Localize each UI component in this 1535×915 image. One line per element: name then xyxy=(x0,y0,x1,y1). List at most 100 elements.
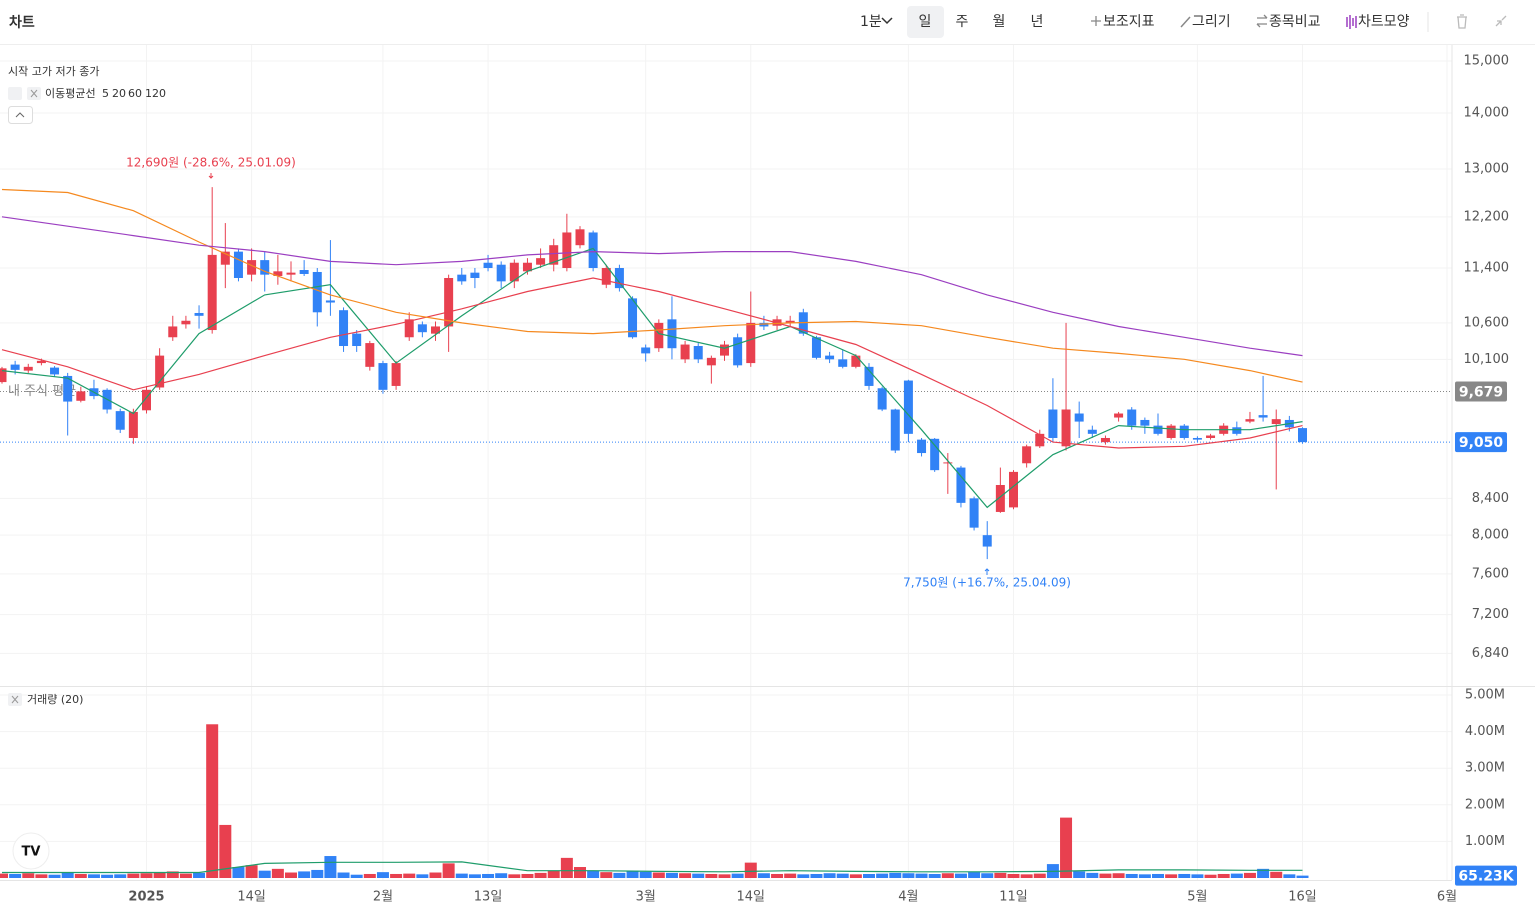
volume-bar xyxy=(679,873,692,878)
delete-icon[interactable] xyxy=(1457,14,1467,29)
y-tick-label: 13,000 xyxy=(1464,161,1510,176)
candle-body xyxy=(168,326,178,338)
volume-bar xyxy=(757,873,770,878)
dropdown-icon[interactable] xyxy=(881,17,893,25)
y-tick-label: 10,600 xyxy=(1464,315,1510,330)
candle-body xyxy=(956,467,966,503)
volume-bar xyxy=(1283,874,1296,878)
candle-body xyxy=(194,312,204,316)
x-tick-label: 14일 xyxy=(237,890,266,905)
interval-button[interactable]: 주 xyxy=(956,14,969,30)
volume-bar xyxy=(639,871,652,878)
candle-body xyxy=(1166,425,1176,438)
collapse-icon[interactable] xyxy=(1495,15,1507,27)
volume-bar xyxy=(889,872,902,878)
candle-body xyxy=(930,438,940,471)
moving-average xyxy=(1,247,1303,509)
candle-body xyxy=(654,322,664,349)
y-tick-label: 8,000 xyxy=(1472,528,1509,543)
interval-button[interactable]: 1분 xyxy=(860,14,882,30)
collapse-icon[interactable] xyxy=(15,112,25,118)
interval-button[interactable]: 년 xyxy=(1031,14,1044,30)
candle-body xyxy=(877,388,887,410)
legend-title: 시작 고가 저가 종가 xyxy=(8,65,99,78)
candle-body xyxy=(536,258,546,265)
volume-bar xyxy=(1086,872,1099,878)
volume-bar xyxy=(193,872,206,878)
volume-bar xyxy=(258,870,271,878)
candle-body xyxy=(233,251,243,278)
logo[interactable] xyxy=(12,832,50,870)
legend-entry: 5 xyxy=(102,87,109,100)
volume-bar xyxy=(232,867,245,878)
x-tick-label: 13일 xyxy=(474,890,503,905)
candle-body xyxy=(36,360,46,364)
volume-bar xyxy=(74,873,87,878)
volume-bar xyxy=(101,874,114,878)
interval-button[interactable]: 월 xyxy=(993,14,1006,30)
volume-bar xyxy=(455,873,468,878)
plot: 내 주식 평균 xyxy=(0,187,1452,878)
candle-body xyxy=(76,391,86,401)
volume-bar xyxy=(1099,873,1112,878)
current-volume-box xyxy=(1455,865,1517,886)
candle-body xyxy=(851,355,861,367)
visibility-button[interactable] xyxy=(8,87,22,100)
chart-style-icon[interactable] xyxy=(1346,15,1357,29)
volume-bar xyxy=(376,872,389,878)
volume-bar xyxy=(9,873,22,878)
candle-body xyxy=(431,326,440,334)
add-icon[interactable] xyxy=(1091,16,1101,26)
candle-body xyxy=(1127,409,1137,426)
collapse-legend[interactable] xyxy=(8,106,33,124)
volume-bar xyxy=(179,873,192,878)
candle-body xyxy=(943,462,953,464)
candle-body xyxy=(273,271,283,276)
tool-button[interactable]: 종목비교 xyxy=(1269,14,1321,30)
volume-bar xyxy=(48,874,61,878)
candle-body xyxy=(286,272,296,275)
volume-bar xyxy=(652,872,665,878)
candle-body xyxy=(1087,429,1097,434)
candle-body xyxy=(1100,437,1110,443)
selected-interval[interactable] xyxy=(907,6,944,38)
draw-icon[interactable] xyxy=(1180,16,1191,28)
candle-body xyxy=(509,262,519,282)
logo-mark[interactable]: TV xyxy=(22,845,41,860)
volume-bar xyxy=(1073,871,1086,878)
candle-body xyxy=(1035,433,1045,447)
candle-body xyxy=(339,310,349,347)
y-tick-label: 2.00M xyxy=(1465,797,1505,812)
candle-body xyxy=(759,322,769,327)
candle-body xyxy=(917,439,927,454)
toolbar xyxy=(0,0,1535,44)
volume-bar xyxy=(350,874,363,878)
tool-button[interactable]: 보조지표 xyxy=(1103,14,1155,30)
interval-button[interactable]: 일 xyxy=(919,14,932,30)
remove-icon[interactable] xyxy=(30,89,38,98)
candle-body xyxy=(588,232,598,269)
volume-bar xyxy=(1033,873,1046,878)
candle-body xyxy=(10,364,20,370)
tool-button[interactable]: 그리기 xyxy=(1192,14,1231,30)
candle-body xyxy=(23,366,33,371)
annotation-arrow xyxy=(984,568,990,575)
legend-entry: 60 xyxy=(128,87,142,100)
candle-body xyxy=(1074,413,1084,422)
axes: 2025 14일 2월 13일 3월 14일 4월 11일 5월 16일 6월 15,000 14,00… xyxy=(128,54,1517,905)
volume-bar xyxy=(482,873,495,878)
moving-average xyxy=(1,216,1303,357)
volume-bar xyxy=(1125,873,1138,878)
volume-bar xyxy=(337,872,350,878)
y-tick-label: 15,000 xyxy=(1464,54,1510,69)
volume-bar xyxy=(902,873,915,878)
tool-button[interactable]: 차트모양 xyxy=(1358,14,1410,30)
x-tick-label: 6월 xyxy=(1437,890,1457,905)
remove-icon[interactable] xyxy=(11,695,19,704)
volume-bar xyxy=(1243,872,1256,878)
compare-icon[interactable] xyxy=(1256,14,1268,28)
candle-body xyxy=(181,320,191,325)
y-tick-label: 6,840 xyxy=(1472,646,1509,661)
